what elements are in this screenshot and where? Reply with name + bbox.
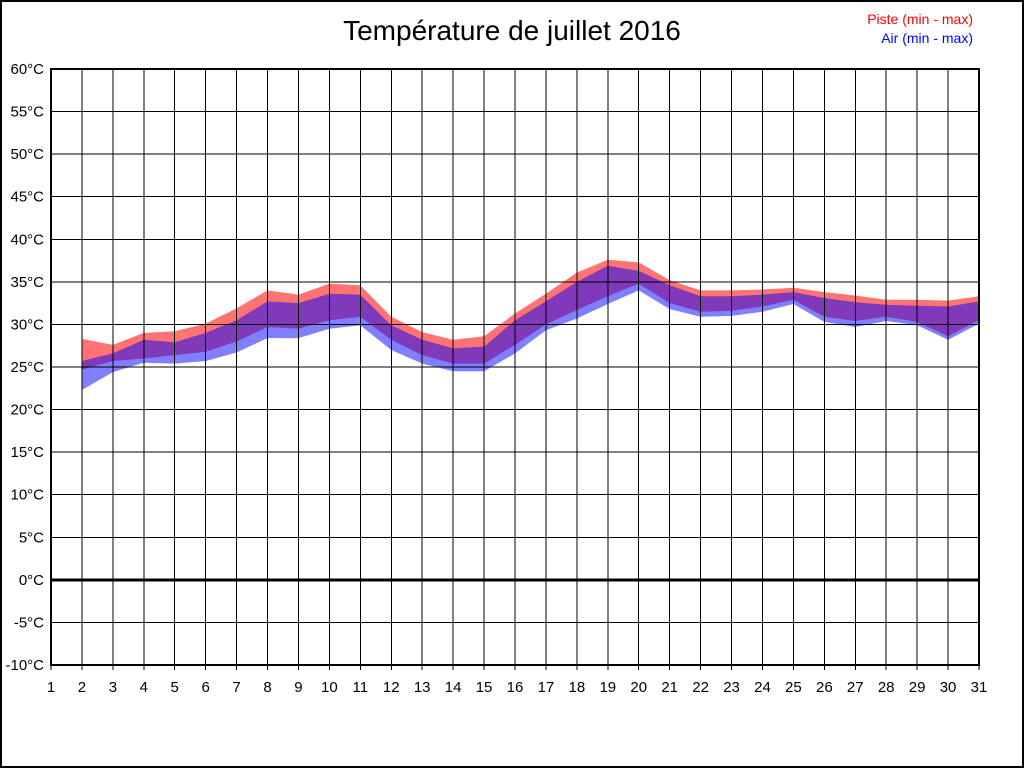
- y-tick-label: 20°C: [10, 402, 44, 419]
- x-tick-label: 9: [294, 679, 302, 696]
- x-tick-label: 28: [878, 679, 895, 696]
- x-tick-label: 17: [538, 679, 555, 696]
- y-tick-label: -5°C: [14, 614, 44, 631]
- legend-air-label: Air (min - max): [881, 30, 973, 46]
- x-tick-label: 18: [569, 679, 586, 696]
- y-tick-label: 10°C: [10, 487, 44, 504]
- x-tick-label: 7: [232, 679, 240, 696]
- y-axis-labels: 60°C 55°C 50°C 45°C 40°C 35°C 30°C 25°C 20°C 15°C…: [5, 61, 44, 674]
- x-tick-label: 10: [321, 679, 338, 696]
- x-tick-label: 31: [971, 679, 988, 696]
- y-tick-label: 40°C: [10, 231, 44, 248]
- y-tick-label: 35°C: [10, 274, 44, 291]
- x-tick-label: 3: [109, 679, 117, 696]
- x-tick-label: 20: [630, 679, 647, 696]
- x-tick-label: 27: [847, 679, 864, 696]
- x-tick-label: 23: [723, 679, 740, 696]
- y-tick-label: 30°C: [10, 316, 44, 333]
- x-tick-label: 19: [599, 679, 616, 696]
- y-tick-label: 55°C: [10, 104, 44, 121]
- x-tick-label: 15: [476, 679, 493, 696]
- x-tick-label: 6: [201, 679, 209, 696]
- y-tick-label: -10°C: [5, 657, 44, 674]
- y-tick-label: 60°C: [10, 61, 44, 78]
- x-tick-label: 25: [785, 679, 802, 696]
- range-bands: [81, 259, 979, 390]
- x-tick-label: 14: [445, 679, 462, 696]
- x-tick-label: 5: [171, 679, 179, 696]
- chart-title: Température de juillet 2016: [343, 15, 681, 46]
- plot-border: [50, 68, 980, 666]
- legend-piste-label: Piste (min - max): [867, 11, 973, 27]
- gridlines: [50, 68, 980, 670]
- x-tick-label: 1: [47, 679, 55, 696]
- y-tick-label: 50°C: [10, 146, 44, 163]
- y-tick-label: 15°C: [10, 444, 44, 461]
- x-tick-label: 8: [263, 679, 271, 696]
- x-tick-label: 26: [816, 679, 833, 696]
- y-tick-label: 5°C: [19, 529, 44, 546]
- legend: Piste (min - max) Air (min - max): [867, 10, 973, 48]
- x-axis-labels: 1 2 3 4 5 6 7 8 9 10 11 12 13 14 15 16 17 18 19 20 21 22 23 24 2…: [47, 679, 988, 696]
- y-tick-label: 0°C: [19, 572, 44, 589]
- y-tick-label: 25°C: [10, 359, 44, 376]
- x-tick-label: 22: [692, 679, 709, 696]
- x-tick-label: 11: [353, 679, 369, 696]
- x-tick-label: 13: [414, 679, 431, 696]
- band-air: [81, 265, 979, 390]
- y-tick-label: 45°C: [10, 189, 44, 206]
- x-tick-label: 21: [661, 679, 678, 696]
- x-tick-label: 4: [140, 679, 148, 696]
- x-tick-label: 29: [909, 679, 926, 696]
- x-tick-label: 16: [507, 679, 524, 696]
- x-tick-label: 2: [78, 679, 86, 696]
- x-tick-label: 12: [383, 679, 400, 696]
- x-tick-label: 30: [940, 679, 957, 696]
- x-tick-label: 24: [754, 679, 771, 696]
